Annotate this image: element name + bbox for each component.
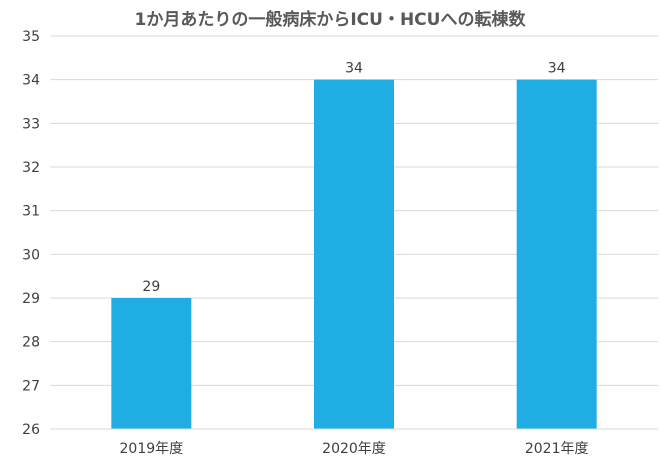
x-tick-label: 2021年度 [525, 441, 589, 457]
y-tick-label: 31 [22, 204, 40, 220]
data-label: 29 [142, 279, 160, 295]
y-axis-tick-labels: 26 27 28 29 30 31 32 33 34 35 [22, 29, 40, 438]
bars [111, 79, 597, 430]
y-tick-label: 28 [22, 335, 40, 351]
data-labels: 29 34 34 [142, 61, 565, 295]
y-tick-label: 27 [22, 378, 40, 394]
data-label: 34 [345, 61, 363, 77]
y-tick-label: 33 [22, 116, 40, 132]
y-tick-label: 35 [22, 29, 40, 45]
y-tick-label: 34 [22, 73, 40, 89]
chart-title: 1か月あたりの一般病床からICU・HCUへの転棟数 [135, 9, 527, 30]
y-tick-label: 32 [22, 160, 40, 176]
x-tick-label: 2019年度 [120, 441, 184, 457]
bar-1 [111, 298, 192, 429]
y-tick-label: 30 [22, 247, 40, 263]
x-axis-tick-labels: 2019年度 2020年度 2021年度 [120, 441, 589, 457]
bar-3 [516, 79, 597, 430]
y-tick-label: 26 [22, 422, 40, 438]
x-tick-label: 2020年度 [322, 441, 386, 457]
bar-2 [314, 79, 394, 430]
y-tick-label: 29 [22, 291, 40, 307]
data-label: 34 [548, 61, 566, 77]
